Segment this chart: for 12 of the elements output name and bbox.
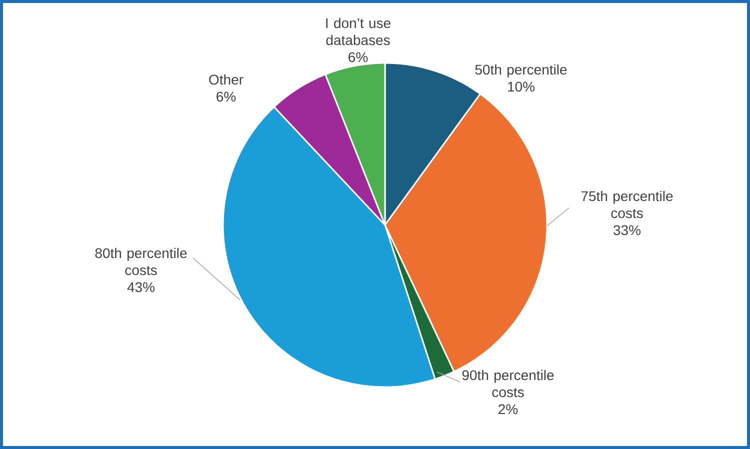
- data-label: 2%: [498, 404, 518, 414]
- slice-label: 50th percentile: [475, 64, 567, 78]
- data-label: 33%: [614, 225, 641, 236]
- slice-label: 75th percentile costs: [581, 190, 673, 218]
- data-label: 43%: [127, 282, 155, 292]
- slice-label: I don’t use databases: [326, 18, 390, 46]
- data-label: 6%: [348, 52, 368, 62]
- slice-label: 90th percentile costs: [462, 370, 554, 398]
- slice-label: Other: [209, 74, 244, 85]
- slice-label: 80th percentile costs: [95, 248, 187, 276]
- data-label: 6%: [216, 92, 236, 102]
- data-label: 10%: [508, 82, 535, 92]
